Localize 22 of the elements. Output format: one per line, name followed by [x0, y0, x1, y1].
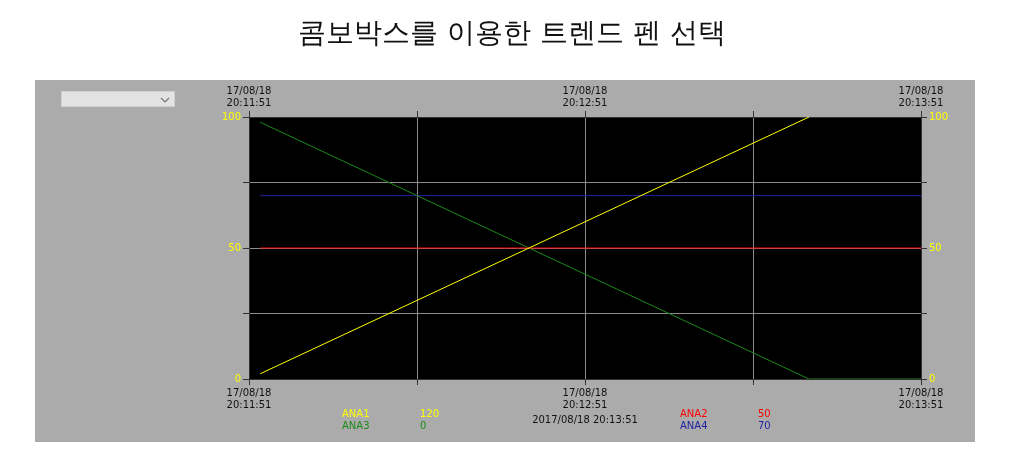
y-tick-label: 0: [234, 372, 241, 384]
x-tick-label: 17/08/18 20:11:51: [226, 386, 272, 410]
y2-tick-label: 100: [929, 110, 949, 122]
text: 0: [420, 419, 427, 431]
text: ANA3: [342, 419, 370, 431]
x2-tick-label: 17/08/18 20:12:51: [562, 84, 608, 108]
y2-tick-label: 50: [929, 241, 942, 253]
y-tick-label: 50: [228, 241, 241, 253]
y2-tick-label: 0: [929, 372, 936, 384]
y-tick-label: 100: [221, 110, 241, 122]
text: 2017/08/18 20:13:51: [532, 413, 638, 425]
text: ANA2: [680, 407, 708, 419]
chart-title: 콤보박스를 이용한 트렌드 펜 선택: [297, 15, 727, 51]
text: ANA4: [680, 419, 708, 431]
x2-tick-label: 17/08/18 20:13:51: [898, 84, 944, 108]
text: ANA1: [342, 407, 370, 419]
text: 120: [420, 407, 440, 419]
x-tick-label: 17/08/18 20:13:51: [898, 386, 944, 410]
x-tick-label: 17/08/18 20:12:51: [562, 386, 608, 410]
x2-tick-label: 17/08/18 20:11:51: [226, 84, 272, 108]
text: 70: [758, 419, 771, 431]
text: 50: [758, 407, 771, 419]
